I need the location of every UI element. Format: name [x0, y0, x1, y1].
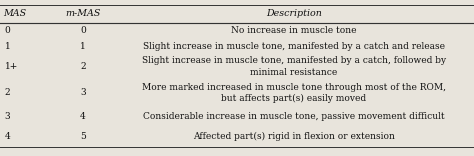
Text: 5: 5 — [80, 132, 86, 141]
Text: 1+: 1+ — [5, 62, 18, 71]
Text: 4: 4 — [80, 112, 86, 121]
Text: Description: Description — [266, 9, 322, 18]
Text: 4: 4 — [5, 132, 10, 141]
Text: 1: 1 — [5, 41, 10, 51]
Text: 3: 3 — [80, 88, 86, 97]
Text: 1: 1 — [80, 41, 86, 51]
Text: 0: 0 — [80, 26, 86, 35]
Text: MAS: MAS — [3, 9, 27, 18]
Text: 0: 0 — [5, 26, 10, 35]
Text: 2: 2 — [80, 62, 86, 71]
Text: Slight increase in muscle tone, manifested by a catch and release: Slight increase in muscle tone, manifest… — [143, 41, 445, 51]
Text: 2: 2 — [5, 88, 10, 97]
Text: m-MAS: m-MAS — [65, 9, 100, 18]
Text: No increase in muscle tone: No increase in muscle tone — [231, 26, 356, 35]
Text: More marked increased in muscle tone through most of the ROM,
but affects part(s: More marked increased in muscle tone thr… — [142, 83, 446, 103]
Text: 3: 3 — [5, 112, 10, 121]
Text: Slight increase in muscle tone, manifested by a catch, followed by
minimal resis: Slight increase in muscle tone, manifest… — [142, 56, 446, 77]
Text: Affected part(s) rigid in flexion or extension: Affected part(s) rigid in flexion or ext… — [193, 132, 395, 141]
Text: Considerable increase in muscle tone, passive movement difficult: Considerable increase in muscle tone, pa… — [143, 112, 445, 121]
